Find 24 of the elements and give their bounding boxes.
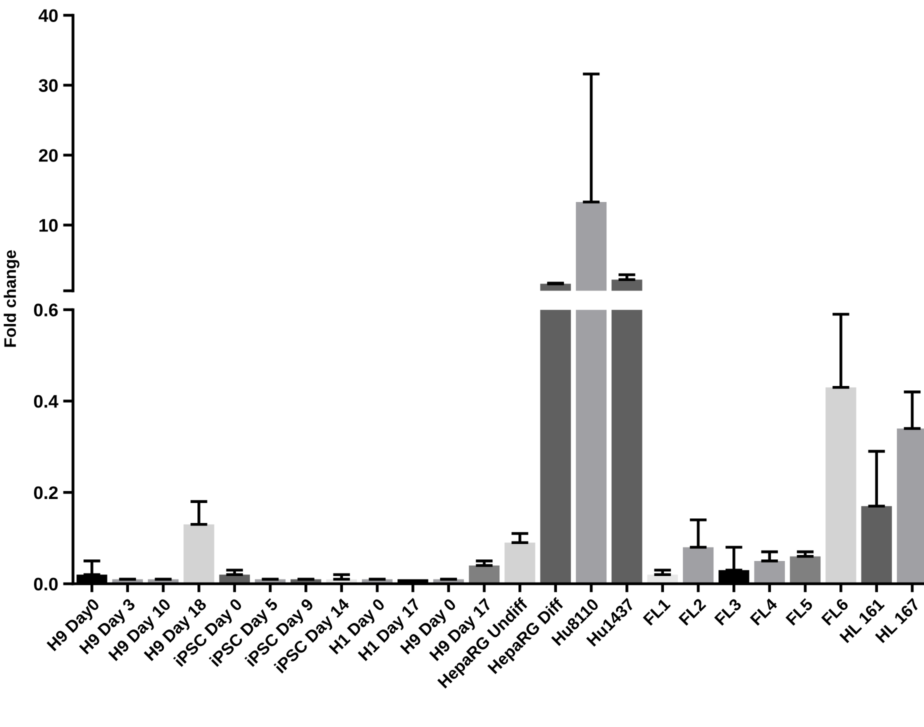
bar bbox=[612, 310, 642, 584]
x-tick-label: FL5 bbox=[786, 598, 814, 626]
y-tick-label: 40 bbox=[38, 9, 58, 22]
y-tick-label: 0.4 bbox=[34, 394, 58, 408]
y-tick-label: 20 bbox=[38, 149, 58, 162]
bar bbox=[576, 310, 607, 584]
bar bbox=[540, 310, 571, 584]
x-tick-label: FL4 bbox=[750, 597, 778, 626]
y-tick-label: 0.0 bbox=[34, 578, 58, 590]
bar bbox=[826, 387, 856, 584]
y-tick-label: 0.6 bbox=[34, 304, 58, 316]
x-tick-label: FL6 bbox=[821, 598, 850, 626]
bar bbox=[861, 506, 892, 584]
bar bbox=[504, 542, 536, 584]
x-tick-label: FL1 bbox=[642, 598, 671, 626]
y-tick-label: 10 bbox=[39, 219, 58, 232]
x-tick-label: FL2 bbox=[678, 598, 706, 626]
bar bbox=[754, 560, 785, 584]
y-axis-title: Fold change bbox=[4, 250, 20, 347]
x-tick-label: FL3 bbox=[714, 598, 742, 626]
bar bbox=[682, 547, 714, 584]
y-tick-label: 0.2 bbox=[34, 486, 58, 500]
y-tick-label: 30 bbox=[38, 79, 58, 92]
bar bbox=[184, 524, 214, 584]
